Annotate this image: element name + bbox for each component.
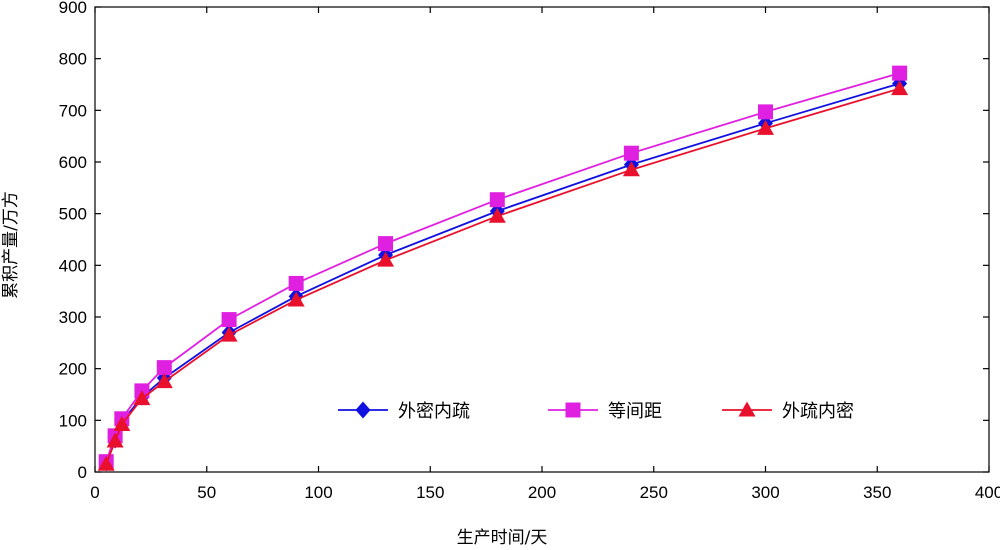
legend-item-1: 外密内疏 [338, 401, 470, 422]
data-point [221, 312, 237, 328]
x-tick-label: 50 [197, 483, 216, 502]
legend-label: 外疏内密 [782, 401, 854, 422]
y-axis-label: 累积产量/万方 [1, 191, 21, 299]
data-point [622, 161, 640, 177]
data-point [377, 251, 395, 267]
data-point [97, 455, 115, 471]
data-point [113, 415, 131, 431]
data-point [891, 80, 909, 96]
y-tick-label: 400 [59, 256, 87, 275]
series-line [105, 87, 900, 465]
y-tick-label: 900 [59, 0, 87, 17]
data-point [758, 104, 773, 120]
y-tick-label: 800 [59, 50, 87, 69]
x-tick-label: 350 [863, 483, 891, 502]
x-tick-label: 100 [304, 483, 332, 502]
y-tick-label: 700 [59, 101, 87, 120]
x-tick-label: 200 [528, 483, 556, 502]
x-tick-label: 400 [975, 483, 1000, 502]
x-tick-label: 150 [416, 483, 444, 502]
y-tick-label: 100 [59, 411, 87, 430]
x-axis: 0 50 100 150 200 250 300 350 400 [90, 7, 1000, 502]
y-tick-label: 300 [59, 308, 87, 327]
legend-label: 外密内疏 [398, 401, 470, 422]
data-point [133, 390, 151, 406]
data-point [623, 145, 639, 161]
y-tick-label: 500 [59, 205, 87, 224]
data-point [489, 192, 505, 208]
plot-frame [94, 6, 990, 473]
legend-marker [355, 401, 371, 419]
y-tick-label: 200 [59, 360, 87, 379]
series-line [105, 82, 900, 464]
legend-item-3: 外疏内密 [722, 401, 854, 422]
data-point [155, 373, 173, 389]
data-point [106, 432, 124, 448]
x-axis-label: 生产时间/天 [457, 528, 548, 548]
legend-label: 等间距 [608, 401, 662, 422]
series-layer [97, 65, 909, 472]
y-tick-label: 600 [59, 153, 87, 172]
data-point [488, 207, 506, 223]
data-point [892, 65, 908, 81]
x-tick-label: 250 [640, 483, 668, 502]
legend-item-2: 等间距 [548, 401, 662, 422]
data-point [287, 291, 305, 307]
data-point [288, 275, 304, 291]
series-3 [97, 80, 909, 471]
legend-marker [738, 401, 756, 417]
data-point [220, 326, 238, 342]
data-point [378, 236, 394, 252]
data-point [156, 360, 172, 376]
legend-marker [565, 402, 581, 418]
y-tick-label: 0 [78, 463, 87, 482]
series-line [105, 72, 900, 462]
x-tick-label: 0 [90, 483, 99, 502]
y-axis: 0 100 200 300 400 500 600 700 800 900 [59, 0, 989, 482]
x-tick-label: 300 [751, 483, 779, 502]
legend: 外密内疏 等间距 外疏内密 [338, 401, 854, 422]
data-point [757, 119, 774, 135]
